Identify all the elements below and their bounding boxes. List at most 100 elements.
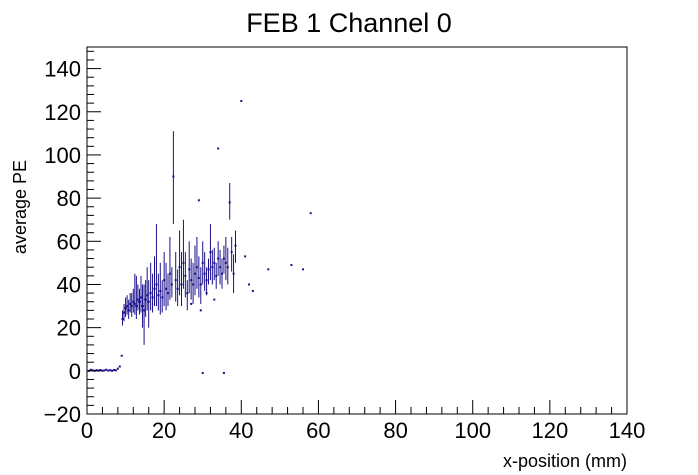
data-point [232,254,235,294]
data-point [213,298,216,301]
marker [290,264,293,267]
marker [153,287,156,290]
x-tick-label: 20 [152,418,176,443]
data-point [136,284,139,311]
data-point [105,368,108,371]
data-point [230,236,233,272]
data-point [163,252,166,307]
data-point [130,293,133,317]
marker [176,287,179,290]
marker [224,261,227,264]
data-point [153,256,156,307]
marker [132,300,135,303]
marker [167,292,169,295]
y-tick-label: 60 [57,229,81,254]
y-tick-label: 100 [44,143,81,168]
marker [194,272,196,275]
data-point [221,258,223,289]
marker [155,283,158,286]
data-point [165,262,168,311]
x-tick-label: 60 [306,418,330,443]
data-point [182,219,185,289]
data-point [89,368,92,371]
data-point [190,302,193,305]
marker [99,368,102,371]
data-point [234,230,237,263]
marker [95,369,98,372]
chart-title: FEB 1 Channel 0 [246,8,452,38]
marker [144,298,147,301]
y-tick-label: −20 [44,402,81,427]
data-point [228,183,231,220]
marker [151,296,154,299]
data-point [141,284,144,328]
marker [199,283,202,286]
marker [161,296,164,299]
marker [180,283,183,286]
marker [135,305,138,308]
marker [213,261,216,264]
marker [121,318,124,321]
data-point [302,268,304,271]
data-point [201,241,204,285]
data-point [178,230,181,296]
marker [209,251,212,254]
data-point [184,252,187,298]
marker [217,257,220,260]
marker [143,309,146,312]
marker [188,268,191,271]
marker [201,371,204,374]
data-point [217,241,220,276]
data-point [195,236,198,289]
marker [114,369,117,372]
marker [201,261,204,264]
marker [123,311,126,314]
marker [203,272,206,275]
data-point [147,280,150,328]
marker [190,279,193,282]
marker [138,300,141,303]
marker [168,272,171,275]
marker [124,307,127,310]
marker [146,294,149,297]
marker [190,302,193,305]
data-point [224,236,227,281]
marker [222,371,225,374]
marker [182,261,185,264]
marker [103,369,106,372]
x-tick-label: 80 [383,418,407,443]
data-point [126,295,129,315]
data-point [199,309,202,312]
marker [163,279,166,282]
data-point [215,262,218,289]
plot-frame [86,46,628,415]
marker [111,369,114,372]
data-point [114,369,117,372]
data-point [129,293,132,313]
marker [205,279,208,282]
data-point [151,273,154,313]
marker [205,292,208,295]
data-point [188,241,191,294]
marker [207,268,210,271]
marker [107,369,110,372]
data-point [190,258,193,300]
data-point [213,247,216,281]
data-point [99,368,102,371]
marker [197,276,200,279]
data-point [217,147,220,150]
y-tick-label: 20 [57,316,81,341]
data-point [127,299,130,320]
marker [226,266,229,269]
data-point [192,262,195,304]
data-point [109,369,112,372]
marker [302,268,304,271]
data-point [222,245,225,274]
data-point [197,256,200,298]
data-point [95,369,98,372]
marker [221,272,223,275]
data-point [146,267,149,311]
marker [149,292,152,295]
data-point [248,283,250,286]
